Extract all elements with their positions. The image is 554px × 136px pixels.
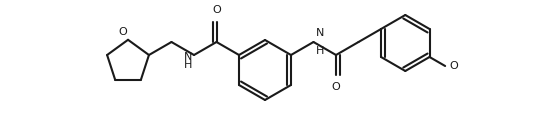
Text: O: O xyxy=(119,27,127,37)
Text: O: O xyxy=(332,82,340,92)
Text: H: H xyxy=(183,60,192,70)
Text: H: H xyxy=(315,46,324,56)
Text: O: O xyxy=(212,5,221,15)
Text: O: O xyxy=(449,61,458,71)
Text: N: N xyxy=(183,52,192,62)
Text: N: N xyxy=(315,28,324,38)
